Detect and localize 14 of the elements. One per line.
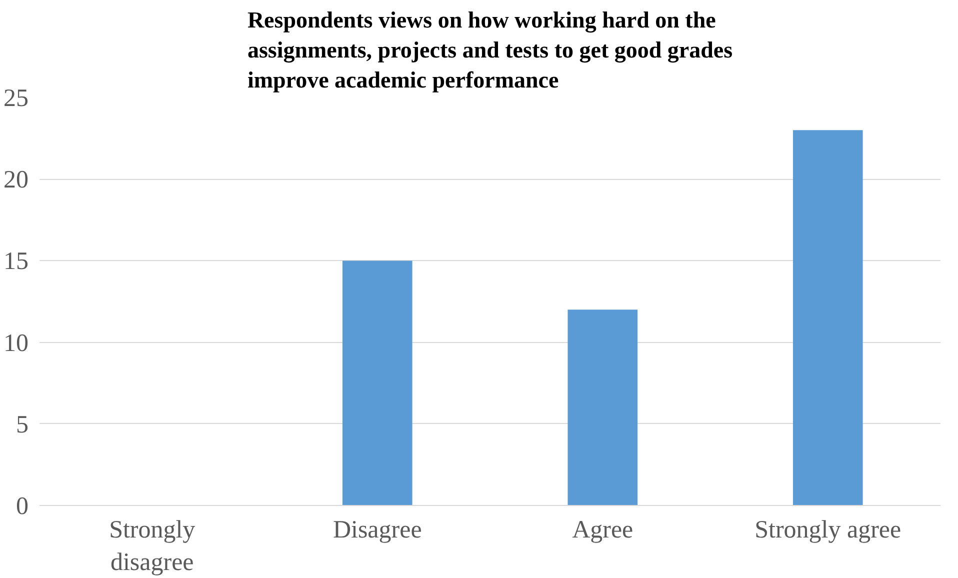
x-tick-label: Disagree bbox=[332, 516, 422, 544]
y-tick-label: 20 bbox=[4, 166, 28, 194]
x-tick-label: Agree bbox=[572, 516, 634, 544]
y-tick-label: 10 bbox=[4, 330, 28, 357]
y-tick-label: 25 bbox=[4, 85, 28, 112]
y-tick-label: 15 bbox=[4, 248, 28, 276]
bar bbox=[792, 130, 863, 506]
x-tick-label: Strongly disagree bbox=[109, 516, 196, 576]
x-tick-label: Strongly agree bbox=[754, 516, 902, 544]
y-tick-label: 5 bbox=[16, 411, 28, 438]
chart-title: Respondents views on how working hard on the assignments, projects and tests to get good grades improve academic performance bbox=[247, 8, 733, 92]
y-tick-label: 0 bbox=[16, 493, 28, 520]
bar bbox=[342, 260, 412, 506]
bar bbox=[568, 310, 638, 506]
